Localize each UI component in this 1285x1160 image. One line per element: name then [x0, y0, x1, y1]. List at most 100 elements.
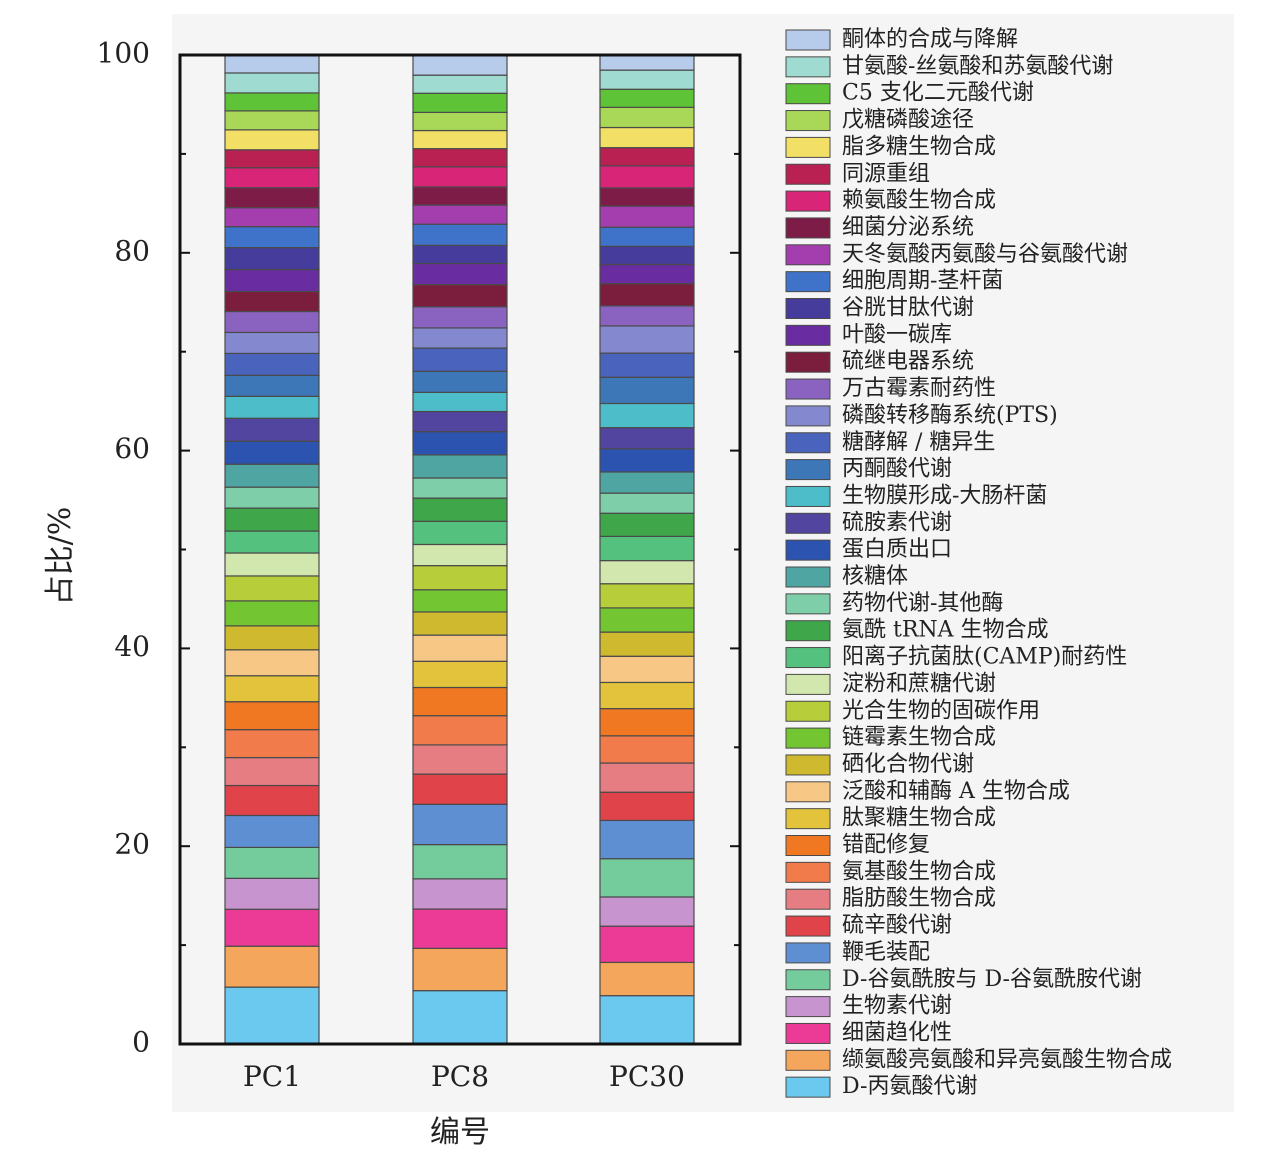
legend-swatch — [785, 996, 831, 1018]
bar-segment — [412, 744, 508, 775]
legend-item: 阳离子抗菌肽(CAMP)耐药性 — [785, 645, 1127, 670]
bar-segment — [224, 352, 320, 376]
legend-label: 核糖体 — [842, 564, 908, 589]
bar-segment — [224, 701, 320, 731]
legend-swatch — [785, 593, 831, 615]
bar-segment — [599, 925, 695, 964]
bar-segment — [599, 402, 695, 429]
legend-label: 阳离子抗菌肽(CAMP)耐药性 — [842, 645, 1127, 670]
bar-segment — [224, 247, 320, 271]
bar-segment — [599, 427, 695, 450]
legend-label: 丙酮酸代谢 — [842, 457, 952, 482]
legend-swatch — [785, 29, 831, 51]
legend-swatch — [785, 808, 831, 830]
bar-segment — [599, 735, 695, 764]
bar-segment — [412, 262, 508, 286]
bar-segment — [412, 520, 508, 546]
bar-segment — [412, 327, 508, 349]
legend-item: 氨酰 tRNA 生物合成 — [785, 618, 1049, 643]
bar-segment — [224, 417, 320, 442]
legend-label: 光合生物的固碳作用 — [842, 698, 1040, 723]
bar-segment — [412, 306, 508, 329]
legend-swatch — [785, 136, 831, 158]
bar-segment — [224, 625, 320, 651]
bar-segment — [224, 226, 320, 249]
bar-segment — [412, 54, 508, 76]
legend-swatch — [785, 485, 831, 507]
bar-segment — [224, 395, 320, 419]
bar-segment — [599, 106, 695, 129]
bar-segment — [224, 877, 320, 910]
legend-label: 泛酸和辅酶 A 生物合成 — [842, 779, 1070, 804]
bar-segment — [412, 223, 508, 246]
bar-segment — [599, 607, 695, 633]
legend-swatch — [785, 512, 831, 534]
bar-segment — [599, 54, 695, 71]
legend-label: 硒化合物代谢 — [842, 752, 974, 777]
bar-segment — [224, 129, 320, 151]
legend-swatch — [785, 647, 831, 669]
bar-segment — [412, 947, 508, 992]
bar-segment — [599, 325, 695, 354]
y-tick-label: 40 — [114, 630, 150, 663]
bar-segment — [599, 655, 695, 684]
bar-segment — [412, 908, 508, 949]
legend-swatch — [785, 754, 831, 776]
legend-swatch — [785, 324, 831, 346]
legend-item: 脂多糖生物合成 — [785, 134, 996, 159]
legend-label: 甘氨酸-丝氨酸和苏氨酸代谢 — [842, 54, 1113, 79]
legend-item: 叶酸一碳库 — [785, 322, 952, 347]
bar-segment — [412, 686, 508, 717]
bar-segment — [599, 471, 695, 494]
bar-segment — [224, 649, 320, 677]
legend-item: 核糖体 — [785, 564, 908, 589]
bar-segment — [224, 290, 320, 313]
legend-item: 淀粉和蔗糖代谢 — [785, 671, 996, 696]
bar-segment — [412, 497, 508, 522]
legend-item: 酮体的合成与降解 — [785, 27, 1018, 52]
chart-background — [172, 14, 1234, 1112]
legend-item: 药物代谢-其他酶 — [785, 591, 1003, 616]
legend-item: 硒化合物代谢 — [785, 752, 974, 777]
legend-item: 天冬氨酸丙氨酸与谷氨酸代谢 — [785, 242, 1128, 267]
bar-segment — [224, 675, 320, 703]
bar-segment — [599, 631, 695, 657]
legend-item: D-谷氨酰胺与 D-谷氨酰胺代谢 — [785, 967, 1142, 992]
bar-segment — [599, 126, 695, 149]
bar-segment — [599, 708, 695, 737]
bar-segment — [599, 305, 695, 327]
bar-segment — [599, 559, 695, 585]
x-tick-label: PC8 — [431, 1060, 489, 1093]
legend-swatch — [785, 56, 831, 78]
bar-segment — [224, 814, 320, 848]
bar-segment — [599, 88, 695, 108]
legend-label: 磷酸转移酶系统(PTS) — [842, 403, 1058, 428]
bar-segment — [599, 819, 695, 860]
y-tick-label: 60 — [114, 432, 150, 465]
legend-label: 生物膜形成-大肠杆菌 — [842, 483, 1047, 508]
bar-segment — [224, 486, 320, 509]
legend-swatch — [785, 969, 831, 991]
legend-label: 谷胱甘肽代谢 — [842, 296, 974, 321]
legend-swatch — [785, 1022, 831, 1044]
bar-segment — [412, 990, 508, 1045]
legend-item: C5 支化二元酸代谢 — [785, 81, 1034, 106]
legend-label: 脂多糖生物合成 — [842, 134, 996, 159]
legend-label: 细菌分泌系统 — [842, 215, 974, 240]
legend-item: 万古霉素耐药性 — [785, 376, 996, 401]
legend-swatch — [785, 163, 831, 185]
legend-item: 细菌趋化性 — [785, 1020, 952, 1045]
bar-segment — [599, 961, 695, 997]
bar-segment — [224, 72, 320, 94]
legend-swatch — [785, 405, 831, 427]
bar-segment — [599, 448, 695, 473]
bar-segment — [599, 681, 695, 710]
legend-swatch — [785, 861, 831, 883]
legend-item: 氨基酸生物合成 — [785, 859, 996, 884]
legend-label: 肽聚糖生物合成 — [842, 806, 996, 831]
legend-item: 鞭毛装配 — [785, 940, 930, 965]
bar-segment — [412, 186, 508, 206]
legend-swatch — [785, 298, 831, 319]
legend-item: 蛋白质出口 — [785, 537, 952, 562]
